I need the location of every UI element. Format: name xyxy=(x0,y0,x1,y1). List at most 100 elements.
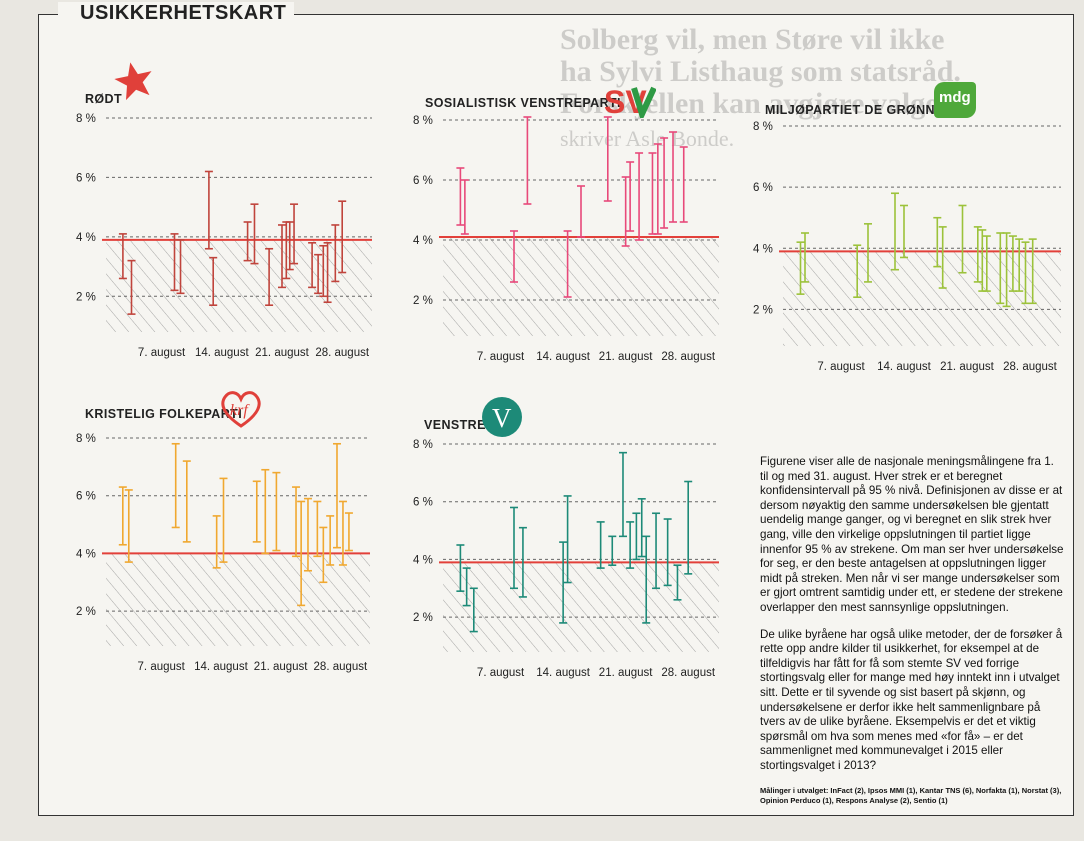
y-tick-label: 6 % xyxy=(76,172,96,184)
confidence-interval xyxy=(510,230,518,283)
confidence-interval xyxy=(637,498,646,558)
y-tick-label: 8 % xyxy=(753,121,773,133)
y-tick-label: 2 % xyxy=(76,606,96,618)
chart-svg-rodt: 2 % 4 % 6 % 8 % 7. august 14. august 21. augus… xyxy=(76,113,372,359)
x-tick-label: 21. august xyxy=(254,661,309,673)
confidence-interval xyxy=(313,500,322,558)
y-tick-label: 2 % xyxy=(413,295,433,307)
confidence-interval xyxy=(523,116,532,205)
y-tick-label: 2 % xyxy=(753,304,773,316)
chart-svg-krf: 2 % 4 % 6 % 8 % 7. august 14. august 21. augus… xyxy=(76,433,370,673)
confidence-interval xyxy=(308,242,317,289)
caption-text: Figurene viser alle de nasjonale menings… xyxy=(760,455,1065,785)
confidence-interval xyxy=(303,497,312,572)
confidence-interval xyxy=(331,224,340,283)
chart-panel-krf: 2 % 4 % 6 % 8 % 7. august 14. august 21. augus… xyxy=(58,428,376,682)
x-tick-label: 21. august xyxy=(940,361,995,373)
y-tick-label: 6 % xyxy=(413,175,433,187)
confidence-interval xyxy=(332,442,341,549)
hatched-area xyxy=(783,251,1061,346)
confidence-interval xyxy=(801,232,809,283)
confidence-interval xyxy=(124,489,133,563)
page-title: USIKKERHETSKART xyxy=(58,2,295,25)
y-tick-label: 4 % xyxy=(753,243,773,255)
confidence-interval xyxy=(632,512,641,561)
confidence-interval xyxy=(243,221,252,262)
confidence-interval xyxy=(338,500,347,566)
panel-title-mdg: MILJØPARTIET DE GRØNNE xyxy=(765,103,944,117)
confidence-interval xyxy=(456,167,465,226)
confidence-interval xyxy=(577,185,585,238)
x-tick-label: 14. august xyxy=(195,347,250,359)
confidence-interval xyxy=(456,544,465,592)
caption-paragraph: De ulike byråene har også ulike metoder,… xyxy=(760,627,1063,772)
hatched-area xyxy=(106,553,370,646)
confidence-interval xyxy=(518,526,527,598)
venstre-logo-icon: V xyxy=(482,397,522,437)
confidence-interval xyxy=(563,495,572,584)
sv-logo-icon: SV xyxy=(604,84,656,118)
panel-title-krf: KRISTELIG FOLKEPARTI xyxy=(85,407,243,421)
confidence-interval xyxy=(653,143,662,235)
confidence-interval xyxy=(1015,238,1024,292)
hatched-area xyxy=(443,562,719,652)
confidence-interval xyxy=(219,477,228,563)
confidence-interval xyxy=(278,224,286,289)
confidence-interval xyxy=(170,233,179,292)
caption-paragraph: Figurene viser alle de nasjonale menings… xyxy=(760,455,1064,614)
confidence-interval xyxy=(679,146,688,223)
x-tick-label: 28. august xyxy=(314,661,369,673)
confidence-interval xyxy=(559,541,568,624)
confidence-interval xyxy=(261,468,270,555)
y-tick-label: 6 % xyxy=(413,497,433,509)
confidence-interval xyxy=(1028,238,1037,305)
x-tick-label: 7. august xyxy=(138,661,186,673)
confidence-interval xyxy=(648,152,657,235)
chart-panel-venstre: 2 % 4 % 6 % 8 % 7. august 14. august 21. augus… xyxy=(395,434,725,688)
y-tick-label: 4 % xyxy=(76,232,96,244)
confidence-interval xyxy=(933,216,942,268)
y-tick-label: 6 % xyxy=(753,182,773,194)
x-tick-label: 7. august xyxy=(138,347,186,359)
x-tick-label: 14. august xyxy=(536,351,591,363)
x-tick-label: 14. august xyxy=(877,361,932,373)
confidence-interval xyxy=(319,244,328,298)
hatched-area xyxy=(106,239,372,332)
mdg-logo-text: mdg xyxy=(939,89,971,106)
y-tick-label: 8 % xyxy=(413,115,433,127)
confidence-interval xyxy=(684,480,693,575)
confidence-interval xyxy=(292,486,301,558)
confidence-interval xyxy=(642,535,651,624)
confidence-interval xyxy=(652,512,661,590)
confidence-interval xyxy=(563,230,572,298)
y-tick-label: 8 % xyxy=(413,439,433,451)
confidence-interval xyxy=(323,242,332,304)
x-tick-label: 7. august xyxy=(817,361,865,373)
y-tick-label: 6 % xyxy=(76,491,96,503)
y-tick-label: 4 % xyxy=(76,548,96,560)
confidence-interval xyxy=(127,259,136,315)
confidence-interval xyxy=(864,223,872,283)
hatched-area xyxy=(443,237,719,336)
confidence-interval xyxy=(171,442,180,529)
confidence-interval xyxy=(209,256,218,306)
x-tick-label: 21. august xyxy=(599,351,654,363)
panel-title-sv: SOSIALISTISK VENSTREPARTI xyxy=(425,96,621,110)
confidence-interval xyxy=(796,241,805,295)
confidence-interval xyxy=(250,203,259,265)
x-tick-label: 28. august xyxy=(315,347,370,359)
confidence-interval xyxy=(626,161,635,232)
confidence-interval xyxy=(265,247,274,306)
y-tick-label: 2 % xyxy=(76,291,96,303)
confidence-interval xyxy=(635,152,644,241)
confidence-interval xyxy=(272,471,281,552)
x-tick-label: 28. august xyxy=(661,667,716,679)
confidence-interval xyxy=(663,518,672,587)
chart-svg-mdg: 2 % 4 % 6 % 8 % 7. august 14. august 21. augus… xyxy=(753,121,1061,373)
x-tick-label: 28. august xyxy=(1003,361,1058,373)
confidence-interval xyxy=(596,521,605,569)
x-tick-label: 28. august xyxy=(661,351,716,363)
confidence-interval xyxy=(973,226,982,283)
panel-title-venstre: VENSTRE xyxy=(424,418,486,432)
confidence-interval xyxy=(660,137,669,229)
